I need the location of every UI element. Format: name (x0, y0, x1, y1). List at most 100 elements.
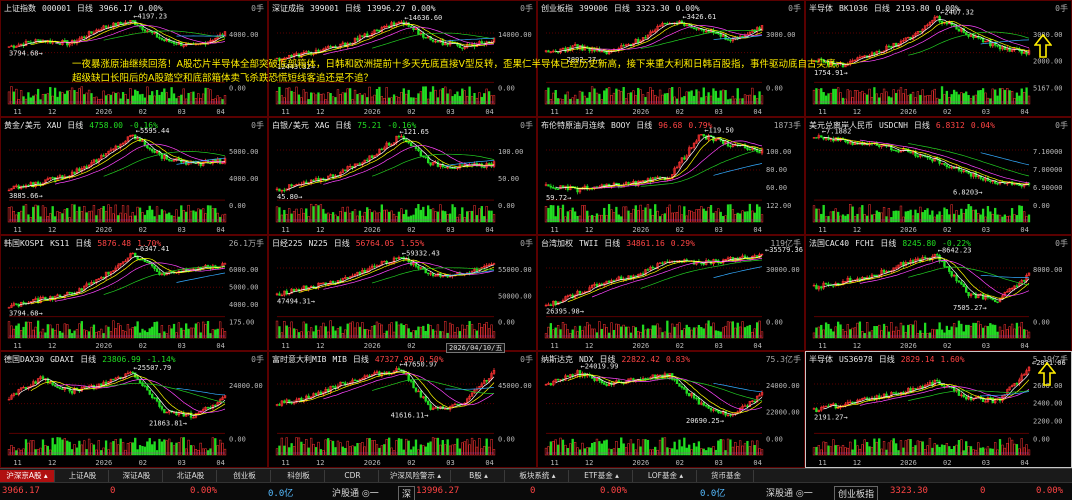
volume-bar (319, 326, 323, 339)
volume-bar (451, 204, 454, 223)
chart-panel[interactable]: ←14636.60 12443.32→ 14000.00 0.00 11 12 2026 02… (268, 0, 537, 117)
volume-bar (977, 90, 980, 105)
market-tab[interactable]: 沪深京A股 ▴ (0, 470, 55, 482)
sz-connect-label[interactable]: 深股通 ◎一 (766, 489, 813, 499)
volume-bar (998, 439, 1002, 456)
market-tab[interactable]: 深证A股 (111, 470, 163, 482)
candle (73, 386, 76, 395)
candle (490, 371, 493, 381)
chart-panel[interactable]: ←2831.06 2191.27→ 2600.00 2400.00 2200.00 0.0… (805, 351, 1072, 468)
volume-bar (187, 204, 190, 223)
volume-bar (837, 211, 840, 223)
chart-panel[interactable]: ←119.50 59.72→ 100.00 80.00 60.00 122.00 11 12 2… (537, 117, 805, 235)
chart-panel[interactable]: ←59332.43 47494.31→ 55000.00 50000.00 0.00 11… (268, 235, 537, 351)
chart-panel[interactable]: ←35579.36 26395.98→ 30000.00 0.00 11 12 2026 02… (537, 235, 805, 351)
moving-average-line (286, 137, 495, 191)
candle (979, 37, 982, 41)
volume-bar (314, 325, 318, 339)
candle (544, 303, 548, 307)
sz-index-label[interactable]: 深 (398, 486, 416, 500)
candle (283, 290, 286, 297)
candle (817, 409, 821, 413)
candle (892, 391, 895, 394)
chart-panel[interactable]: ←47650.97 41616.11→ 45000.00 0.00 11 12 2026 02… (268, 351, 537, 468)
candle (41, 374, 45, 381)
chart-panel[interactable]: ←7.1882 6.8203→ 7.10000 7.00000 6.90000 0.00 1… (805, 117, 1072, 235)
market-tab[interactable]: LOF基金 ▴ (635, 470, 697, 482)
sh-connect-label[interactable]: 沪股通 ◎一 (332, 489, 379, 499)
y-axis-label: 2400.00 (1033, 400, 1063, 408)
chart-panel[interactable]: ←4197.23 3794.68→ 4000.00 0.00 11 12 2026 02 03 0… (0, 0, 268, 117)
chart-panel[interactable]: ←121.65 45.80→ 100.00 50.00 0.00 11 12 2026 02 03… (268, 117, 537, 235)
chart-panel[interactable]: ←8642.23 7505.27→ 8000.00 0.00 11 12 2026 02 03 0… (805, 235, 1072, 351)
candle (119, 262, 122, 267)
candle (307, 50, 310, 55)
candle (470, 41, 474, 48)
volume-bar (427, 323, 430, 339)
volume-bar (851, 449, 854, 456)
volume-bar (820, 324, 823, 339)
volume-bar (709, 447, 713, 456)
volume-bar (44, 445, 47, 456)
y-axis-label: 7.00000 (1033, 166, 1063, 174)
cy-index-label[interactable]: 创业板指 (834, 486, 879, 500)
candle (19, 185, 23, 190)
candle (731, 413, 735, 418)
chart-panel[interactable]: ←3426.61 2892.27→ 3000.00 0.00 11 12 2026 02 03 0… (537, 0, 805, 117)
volume-bar (702, 328, 705, 339)
x-axis-label: 12 (585, 342, 593, 350)
chart-panel[interactable]: ←25507.79 21863.81→ 24000.00 0.00 11 12 2026 02… (0, 351, 268, 468)
candle (683, 21, 686, 27)
market-tab[interactable]: 上证A股 (57, 470, 109, 482)
candle (967, 34, 970, 39)
moving-average-line (30, 375, 226, 415)
panel-price: 34861.16 (626, 239, 665, 248)
volume-bar (487, 446, 491, 456)
volume-bar (950, 204, 953, 223)
volume-bar (417, 449, 420, 456)
volume-bar (292, 446, 296, 456)
volume-bar (612, 92, 616, 105)
candle (356, 163, 359, 165)
market-tab[interactable]: 北证A股 (165, 470, 217, 482)
chart-panel[interactable]: ←5595.44 3885.66→ 5000.00 4000.00 0.00 11 12 20… (0, 117, 268, 235)
high-marker: ←24019.99 (581, 362, 619, 370)
candle (685, 387, 688, 396)
candle (473, 267, 476, 272)
x-axis-label: 12 (316, 108, 324, 116)
volume-bar (717, 208, 720, 223)
candle (361, 35, 364, 38)
candle (456, 403, 459, 406)
market-tab[interactable]: ETF基金 ▴ (571, 470, 633, 482)
volume-bar (373, 440, 376, 456)
volume-bar (361, 442, 364, 456)
candle (275, 404, 279, 407)
chart-panel[interactable]: ←6347.41 3794.68→ 6000.00 5000.00 4000.00 175… (0, 235, 268, 351)
panel-header: 布伦特原油月连续 BOOY 日线 96.68 0.79% (541, 120, 801, 131)
market-tab[interactable]: 创业板 (219, 470, 271, 482)
candle (201, 407, 205, 413)
candle (92, 158, 96, 165)
market-tab[interactable]: 科创板 (273, 470, 325, 482)
market-tab[interactable]: B股 ▴ (453, 470, 505, 482)
candle (407, 22, 410, 28)
volume-bar (812, 89, 816, 105)
volume-bar (649, 87, 652, 105)
volume-bar (950, 448, 953, 456)
moving-average-line (823, 256, 1030, 301)
chart-panel[interactable]: ←2407.32 1754.91→ 3000.00 2000.00 5167.00 11 1… (805, 0, 1072, 117)
volume-bar (278, 326, 281, 339)
x-axis-label: 2026 (95, 342, 112, 350)
market-tab[interactable]: 板块系统 ▴ (507, 470, 569, 482)
chart-panel[interactable]: ←24019.99 20690.25→ 24000.00 22000.00 0.00 11… (537, 351, 805, 468)
x-axis-label: 11 (281, 342, 289, 350)
volume-bar (880, 448, 883, 456)
volume-bar (153, 216, 156, 223)
candle (566, 294, 570, 300)
market-tab[interactable]: CDR (327, 470, 379, 482)
volume-bar (100, 328, 103, 339)
market-tab[interactable]: 货币基金 (699, 470, 754, 482)
candle (334, 384, 337, 391)
market-tab[interactable]: 沪深风险警示 ▴ (381, 470, 451, 482)
